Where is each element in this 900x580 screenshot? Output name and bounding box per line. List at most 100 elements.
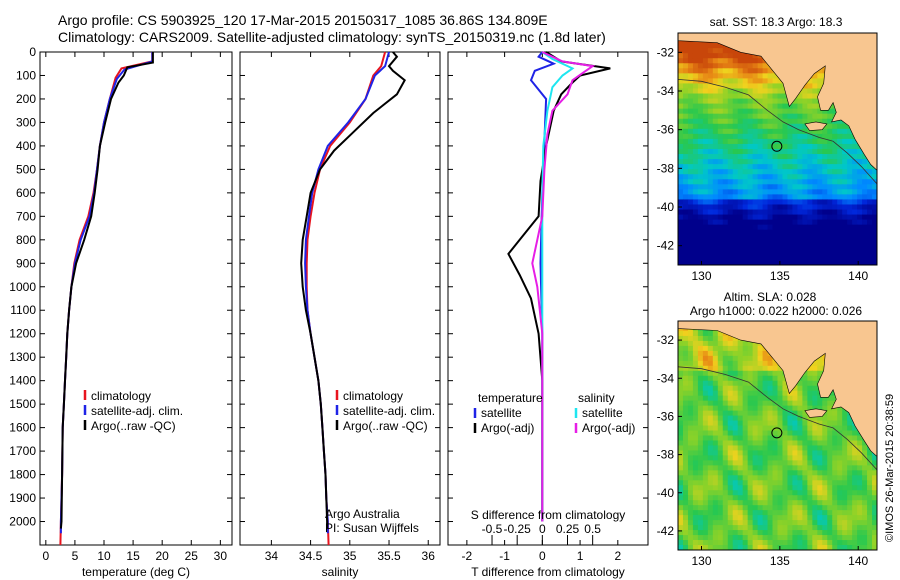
sla-map-cell — [752, 540, 759, 546]
sla-map-cell — [737, 345, 744, 352]
sst-map-cell — [832, 169, 838, 175]
sla-map-cell — [727, 450, 734, 457]
sst-map-cell — [747, 219, 754, 226]
sla-map-cell — [757, 505, 764, 511]
sla-map-cell — [757, 475, 764, 481]
sst-map-cell — [722, 259, 729, 265]
sla-map-cell — [852, 505, 858, 511]
sst-map-cell — [832, 224, 838, 231]
sla-map-cell — [797, 420, 803, 427]
sst-map-cell — [697, 43, 704, 49]
sla-map-cell — [752, 435, 759, 442]
sla-map-cell — [742, 455, 749, 461]
sla-map-cell — [747, 535, 754, 541]
sla-map-cell — [787, 480, 794, 486]
sla-map-cell — [727, 520, 734, 526]
sla-map-cell — [847, 540, 853, 546]
sla-map-cell — [797, 520, 803, 526]
sst-map-cell — [762, 254, 769, 261]
sla-map-cell — [752, 445, 759, 452]
sst-map-cell — [792, 214, 798, 221]
sst-map-cell — [687, 133, 694, 140]
sla-map-cell — [682, 485, 689, 491]
sst-map-cell — [797, 149, 803, 155]
sst-map-cell — [807, 118, 813, 125]
sst-map-cell — [867, 164, 873, 170]
sla-map-cell — [692, 520, 699, 526]
sla-map-cell — [737, 425, 744, 432]
sla-map-cell — [832, 525, 838, 531]
sst-map-cell — [717, 169, 724, 175]
sst-map-cell — [842, 259, 848, 265]
sst-map-cell — [692, 108, 699, 115]
sst-map-cell — [757, 83, 764, 90]
sst-map-cell — [702, 184, 709, 190]
sst-map-cell — [742, 204, 749, 211]
sst-map-cell — [757, 244, 764, 251]
sla-map-cell — [817, 510, 823, 516]
sla-map-cell — [757, 450, 764, 457]
sla-map-cell — [842, 440, 848, 447]
sla-map-cell — [682, 540, 689, 546]
sla-map-cell — [777, 380, 784, 387]
sla-map-cell — [712, 520, 719, 526]
sst-map-cell — [812, 98, 818, 105]
sst-map-cell — [682, 194, 689, 201]
sla-map-cell — [682, 370, 689, 377]
sla-map-cell — [822, 490, 828, 496]
sst-map-cell — [727, 68, 734, 74]
sla-map-cell — [678, 510, 684, 516]
sla-map-cell — [678, 385, 684, 392]
sla-map-cell — [752, 515, 759, 521]
sla-map-cell — [817, 545, 823, 550]
sst-map-cell — [832, 149, 838, 155]
sst-map-cell — [707, 108, 714, 115]
sla-map-cell — [797, 410, 803, 417]
sla-map-cell — [712, 480, 719, 486]
sla-map-cell — [762, 505, 769, 511]
sla-map-cell — [678, 420, 684, 427]
sla-map-cell — [702, 380, 709, 387]
sla-map-cell — [692, 380, 699, 387]
sla-map-cell — [832, 435, 838, 442]
diff-xlabel: T difference from climatology — [471, 565, 625, 579]
sla-map-cell — [842, 495, 848, 501]
sst-map-cell — [802, 123, 808, 130]
sst-map-cell — [827, 259, 833, 265]
sla-map-cell — [678, 430, 684, 437]
sla-map-cell — [687, 535, 694, 541]
sst-map-cell — [822, 174, 828, 180]
sst-map-cell — [747, 159, 754, 165]
sla-map-cell — [732, 415, 739, 422]
sst-map-cell — [717, 78, 724, 85]
sla-map-cell — [872, 490, 877, 496]
sst-map-cell — [792, 194, 798, 201]
sla-map-cell — [827, 400, 833, 407]
sla-map-cell — [687, 445, 694, 452]
sst-map-cell — [737, 98, 744, 105]
sst-map-cell — [872, 179, 877, 185]
sla-map-cell — [812, 400, 818, 407]
sla-map-cell — [717, 365, 724, 372]
sla-map-cell — [772, 475, 779, 481]
sla-map-cell — [722, 470, 729, 476]
sst-map-cell — [757, 128, 764, 135]
sal-xtick-label: 34.5 — [299, 549, 323, 563]
sst-map-cell — [792, 164, 798, 170]
sal-legend-label: satellite-adj. clim. — [343, 404, 435, 418]
sla-map-cell — [827, 410, 833, 417]
sla-map-cell — [712, 510, 719, 516]
sla-map-cell — [772, 395, 779, 402]
sla-map-cell — [752, 460, 759, 466]
sla-map-cell — [747, 440, 754, 447]
sst-map-cell — [802, 234, 808, 241]
sst-map-cell — [712, 93, 719, 100]
sla-map-cell — [822, 450, 828, 457]
sst-map-cell — [682, 73, 689, 79]
sla-map-cell — [782, 455, 789, 461]
sst-map-cell — [707, 138, 714, 145]
sst-map-cell — [807, 113, 813, 120]
sst-map-cell — [732, 174, 739, 180]
sla-map-cell — [722, 515, 729, 521]
sst-map-cell — [822, 189, 828, 195]
